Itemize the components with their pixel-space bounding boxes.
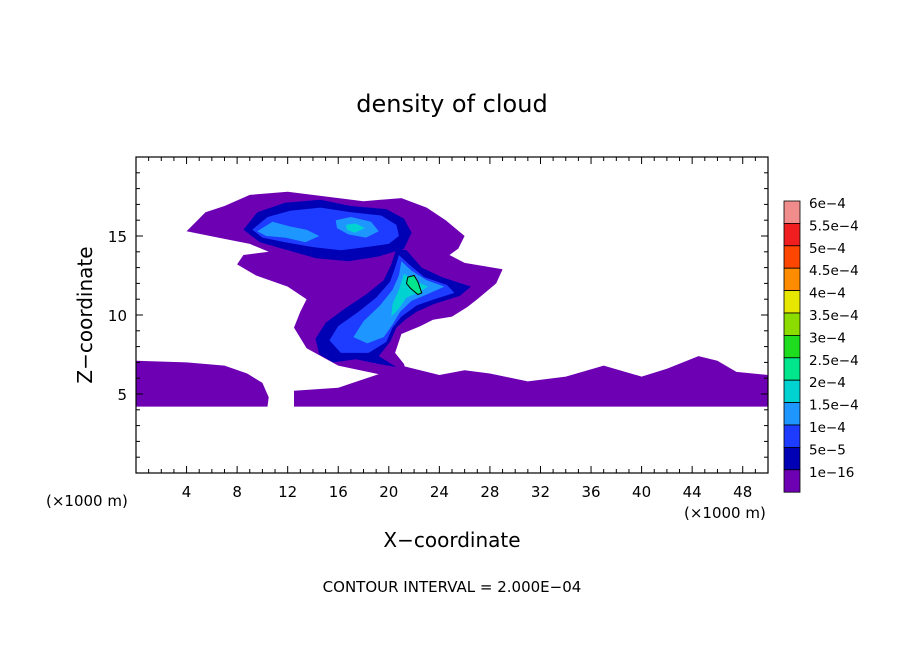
colorbar-swatch — [783, 312, 801, 336]
x-axis-label: X−coordinate — [383, 528, 520, 552]
y-axis-label: Z−coordinate — [73, 246, 97, 383]
colorbar-label: 2e−4 — [809, 375, 846, 391]
colorbar-swatch — [783, 290, 801, 314]
colorbar-swatch — [783, 424, 801, 448]
colorbar-swatch — [783, 402, 801, 426]
x-tick-label: 36 — [581, 483, 600, 501]
x-tick-label: 4 — [182, 483, 192, 501]
colorbar-swatch — [783, 379, 801, 404]
colorbar-label: 2.5e−4 — [809, 353, 859, 369]
contour-region-11 — [345, 223, 365, 233]
colorbar-swatch — [783, 267, 801, 292]
x-tick-label: 40 — [632, 483, 651, 501]
contour-interval-note: CONTOUR INTERVAL = 2.000E−04 — [323, 578, 582, 596]
x-tick-label: 24 — [430, 483, 449, 501]
colorbar-label: 4.5e−4 — [809, 263, 859, 279]
x-tick-label: 20 — [379, 483, 398, 501]
x-tick-label: 12 — [278, 483, 297, 501]
x-tick-label: 32 — [531, 483, 550, 501]
x-tick-label: 16 — [329, 483, 348, 501]
x-tick-label: 8 — [232, 483, 242, 501]
colorbar-label: 1e−16 — [809, 465, 854, 481]
colorbar-label: 3.5e−4 — [809, 308, 859, 324]
colorbar-swatch — [783, 446, 801, 471]
y-tick-label: 15 — [108, 228, 127, 246]
x-unit-left: (×1000 m) — [46, 492, 128, 510]
colorbar-swatch — [783, 222, 801, 247]
colorbar-swatch — [783, 245, 801, 269]
contour-region-1 — [294, 356, 768, 407]
colorbar-label: 1.5e−4 — [809, 398, 859, 414]
y-tick-label: 5 — [117, 386, 127, 404]
colorbar-label: 1e−4 — [809, 420, 846, 436]
colorbar-swatch — [783, 469, 801, 493]
contour-region-7 — [257, 221, 320, 243]
colorbar-label: 5e−4 — [809, 241, 846, 257]
colorbar: 6e−4 5.5e−4 5e−4 4.5e−4 4e−4 3.5e−4 3e−4 2.5e−4… — [783, 196, 859, 493]
contour-region-5 — [252, 207, 399, 251]
x-unit-right: (×1000 m) — [684, 504, 766, 522]
colorbar-swatch — [783, 334, 801, 359]
contour-region-0 — [136, 360, 269, 407]
chart-title: density of cloud — [356, 90, 547, 118]
colorbar-label: 5e−5 — [809, 442, 846, 458]
colorbar-label: 4e−4 — [809, 286, 846, 302]
colorbar-label: 5.5e−4 — [809, 218, 859, 234]
x-tick-label: 48 — [733, 483, 752, 501]
contour-region-12 — [406, 275, 422, 295]
contour-line — [405, 274, 423, 296]
y-tick-label: 10 — [108, 307, 127, 325]
colorbar-label: 3e−4 — [809, 330, 846, 346]
x-tick-label: 28 — [480, 483, 499, 501]
colorbar-label: 6e−4 — [809, 196, 846, 212]
plot-area — [136, 191, 768, 407]
colorbar-swatch — [783, 200, 801, 224]
colorbar-swatch — [783, 357, 801, 381]
x-tick-label: 44 — [683, 483, 702, 501]
